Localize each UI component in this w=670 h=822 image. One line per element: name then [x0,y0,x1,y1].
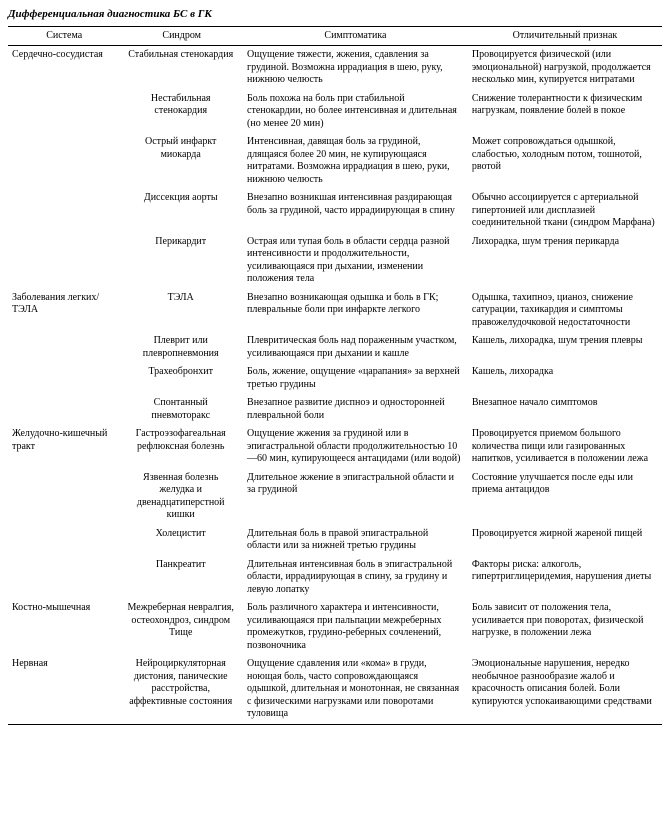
table-row: ХолециститДлительная боль в правой эпига… [8,525,662,556]
cell-system: Сердечно-сосудистая [8,46,120,90]
cell-system [8,556,120,600]
col-symptoms: Симптоматика [243,26,468,46]
table-row: Спонтанный пневмотораксВнезапное развити… [8,394,662,425]
cell-system [8,469,120,525]
table-row: ПерикардитОстрая или тупая боль в област… [8,233,662,289]
page-title: Дифференциальная диагностика БС в ГК [8,8,662,22]
cell-feature: Факторы риска: алкоголь, гипертриглицери… [468,556,662,600]
table-row: Плеврит или плевропневмонияПлевритическа… [8,332,662,363]
cell-system [8,394,120,425]
table-row: Заболевания легких/ТЭЛАТЭЛАВнезапно возн… [8,289,662,333]
table-row: НервнаяНейроциркуляторная дистония, пани… [8,655,662,724]
cell-syndrome: Нейроциркуляторная дистония, панические … [120,655,243,724]
col-system: Система [8,26,120,46]
cell-symptoms: Внезапно возникающая одышка и боль в ГК;… [243,289,468,333]
cell-feature: Эмоциональные нарушения, нередко необычн… [468,655,662,724]
cell-syndrome: Острый инфаркт миокарда [120,133,243,189]
cell-symptoms: Длительная боль в правой эпигастральной … [243,525,468,556]
cell-symptoms: Внезапное развитие диспноэ и односторонн… [243,394,468,425]
col-feature: Отличительный признак [468,26,662,46]
cell-feature: Кашель, лихорадка, шум трения плевры [468,332,662,363]
cell-symptoms: Ощущение жжения за грудиной или в эпигас… [243,425,468,469]
table-header-row: Система Синдром Симптоматика Отличительн… [8,26,662,46]
table-row: Острый инфаркт миокардаИнтенсивная, давя… [8,133,662,189]
cell-feature: Внезапное начало симптомов [468,394,662,425]
cell-syndrome: Гастроэзофагеальная рефлюксная болезнь [120,425,243,469]
table-row: ТрахеобронхитБоль, жжение, ощущение «цар… [8,363,662,394]
cell-feature: Провоцируется приемом большого количеств… [468,425,662,469]
table-row: Нестабильная стенокардияБоль похожа на б… [8,90,662,134]
table-row: ПанкреатитДлительная интенсивная боль в … [8,556,662,600]
table-row: Костно-мышечнаяМежреберная невралгия, ос… [8,599,662,655]
cell-symptoms: Острая или тупая боль в области сердца р… [243,233,468,289]
cell-syndrome: Плеврит или плевропневмония [120,332,243,363]
cell-system: Нервная [8,655,120,724]
table-row: Диссекция аортыВнезапно возникшая интенс… [8,189,662,233]
cell-symptoms: Интенсивная, давящая боль за грудиной, д… [243,133,468,189]
cell-system: Заболевания легких/ТЭЛА [8,289,120,333]
cell-system [8,133,120,189]
cell-feature: Кашель, лихорадка [468,363,662,394]
cell-feature: Одышка, тахипноэ, цианоз, снижение сатур… [468,289,662,333]
cell-syndrome: Панкреатит [120,556,243,600]
cell-syndrome: Межреберная невралгия, остеохондроз, син… [120,599,243,655]
cell-symptoms: Длительная интенсивная боль в эпигастрал… [243,556,468,600]
table-row: Язвенная болезнь желудка и двенадцатипер… [8,469,662,525]
cell-syndrome: Перикардит [120,233,243,289]
cell-system: Костно-мышечная [8,599,120,655]
cell-system: Желудочно-кишечный тракт [8,425,120,469]
cell-system [8,233,120,289]
cell-symptoms: Боль похожа на боль при стабильной стено… [243,90,468,134]
cell-system [8,189,120,233]
cell-feature: Состояние улучшается после еды или прием… [468,469,662,525]
cell-symptoms: Ощущение сдавления или «кома» в груди, н… [243,655,468,724]
cell-symptoms: Боль, жжение, ощущение «царапания» за ве… [243,363,468,394]
cell-feature: Обычно ассоциируется с артериальной гипе… [468,189,662,233]
cell-feature: Провоцируется физической (или эмоциональ… [468,46,662,90]
cell-symptoms: Ощущение тяжести, жжения, сдавления за г… [243,46,468,90]
cell-feature: Провоцируется жирной жареной пищей [468,525,662,556]
table-row: Желудочно-кишечный трактГастроэзофагеаль… [8,425,662,469]
cell-syndrome: ТЭЛА [120,289,243,333]
cell-system [8,525,120,556]
cell-feature: Лихорадка, шум трения перикарда [468,233,662,289]
cell-syndrome: Язвенная болезнь желудка и двенадцатипер… [120,469,243,525]
table-row: Сердечно-сосудистаяСтабильная стенокарди… [8,46,662,90]
cell-syndrome: Диссекция аорты [120,189,243,233]
cell-syndrome: Стабильная стенокардия [120,46,243,90]
cell-system [8,90,120,134]
cell-system [8,363,120,394]
cell-symptoms: Боль различного характера и интенсивност… [243,599,468,655]
cell-syndrome: Нестабильная стенокардия [120,90,243,134]
cell-system [8,332,120,363]
cell-syndrome: Холецистит [120,525,243,556]
col-syndrome: Синдром [120,26,243,46]
cell-feature: Может сопровождаться одышкой, слабостью,… [468,133,662,189]
cell-syndrome: Спонтанный пневмоторакс [120,394,243,425]
cell-symptoms: Плевритическая боль над пораженным участ… [243,332,468,363]
cell-syndrome: Трахеобронхит [120,363,243,394]
cell-feature: Боль зависит от положения тела, усиливае… [468,599,662,655]
cell-symptoms: Длительное жжение в эпигастральной облас… [243,469,468,525]
cell-symptoms: Внезапно возникшая интенсивная раздирающ… [243,189,468,233]
diagnostic-table: Система Синдром Симптоматика Отличительн… [8,26,662,725]
cell-feature: Снижение толерантности к физическим нагр… [468,90,662,134]
